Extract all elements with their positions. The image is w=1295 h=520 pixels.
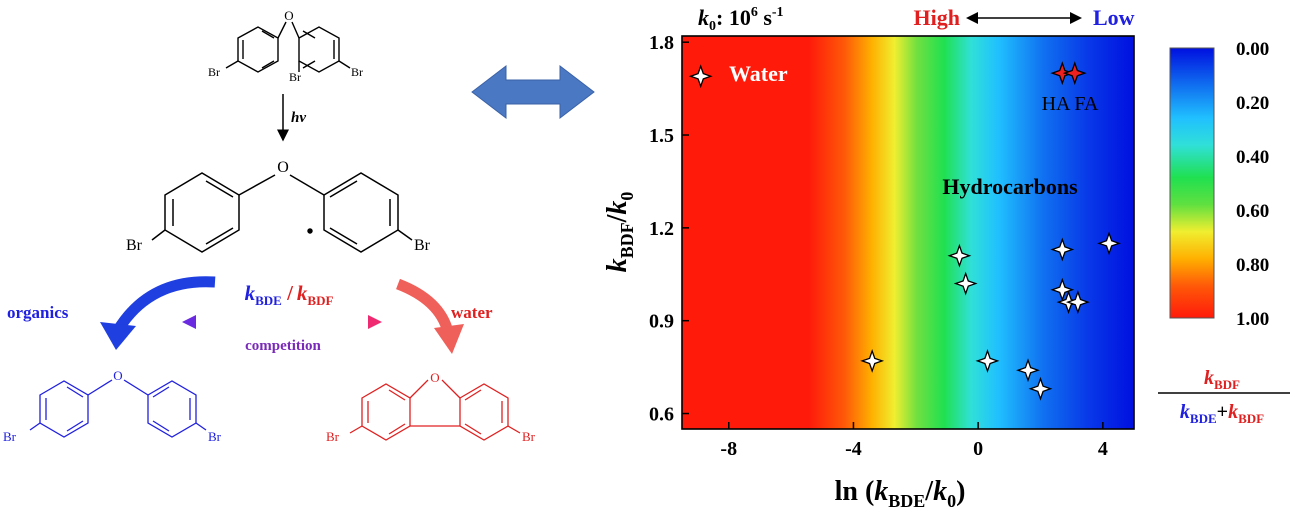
hydrocarbon-point	[975, 348, 1000, 373]
hydrocarbon-point	[1097, 231, 1122, 256]
hydrocarbon-point	[1050, 277, 1075, 302]
x-axis: -8 -4 0 4	[720, 422, 1108, 460]
radical-intermediate	[151, 172, 413, 253]
water-arrowhead	[434, 324, 464, 354]
x-tick-label: 4	[1098, 438, 1108, 460]
svg-text:kBDE+kBDF: kBDE+kBDF	[1180, 401, 1264, 426]
dibenzofuran-product	[349, 379, 521, 441]
hydrocarbon-point	[953, 271, 978, 296]
bromine-label: Br	[326, 429, 340, 444]
bromine-label: Br	[351, 65, 363, 79]
colorbar-tick-label: 0.40	[1236, 147, 1269, 168]
colorbar-tick-label: 0.60	[1236, 201, 1269, 222]
ha-fa-point	[1050, 61, 1075, 86]
organics-label: organics	[7, 303, 69, 322]
organics-pathway-arrow	[113, 276, 216, 333]
organics-arrowhead	[100, 322, 136, 350]
bromine-label: Br	[3, 429, 17, 444]
colorbar-tick-label: 0.00	[1236, 39, 1269, 60]
y-axis-title: kBDF/k0	[602, 192, 637, 273]
water-annotation: Water	[729, 61, 788, 86]
bromine-label: Br	[208, 65, 220, 79]
ha-fa-annotation: HA FA	[1042, 93, 1099, 115]
bromine-label: Br	[289, 70, 301, 84]
hydrocarbon-point	[1016, 358, 1040, 383]
bromine-label: Br	[414, 237, 431, 254]
colorbar	[1169, 47, 1215, 319]
rate-ratio-label: kBDE / kBDF	[245, 281, 334, 308]
oxygen-label: O	[430, 370, 439, 385]
oxygen-label: O	[113, 368, 122, 383]
hv-label: hv	[291, 110, 306, 126]
water-pathway-arrow	[395, 278, 454, 334]
bromine-label: Br	[126, 237, 143, 254]
k0-header: k0: 106 s-1	[698, 5, 784, 34]
hydrocarbon-point	[860, 348, 885, 373]
water-label: water	[451, 303, 493, 322]
y-tick-label: 1.2	[649, 218, 674, 240]
x-tick-label: -8	[720, 438, 737, 460]
x-tick-label: 0	[973, 438, 983, 460]
svg-text:kBDF: kBDF	[1204, 367, 1240, 392]
y-tick-label: 0.9	[649, 311, 674, 333]
oxygen-label: O	[284, 8, 293, 23]
hydrocarbon-point	[1065, 290, 1090, 315]
colorbar-ticks: 0.00 0.20 0.40 0.60 0.80 1.00	[1236, 39, 1269, 330]
bromine-label: Br	[522, 429, 536, 444]
x-tick-label: -4	[845, 438, 862, 460]
high-label: High	[914, 5, 960, 30]
debromination-product	[29, 379, 207, 438]
reaction-scheme: O Br Br Br hv O Br Br • kBDE / kBDF	[3, 8, 536, 444]
hydrocarbon-point	[947, 243, 972, 268]
reactant-molecule	[225, 21, 351, 73]
ha-fa-point	[1062, 61, 1087, 86]
colorbar-tick-label: 1.00	[1236, 309, 1269, 330]
oxygen-label: O	[277, 159, 289, 176]
water-point	[688, 64, 713, 89]
correspondence-arrow	[471, 64, 595, 120]
low-label: Low	[1093, 5, 1135, 30]
hydrocarbons-annotation: Hydrocarbons	[942, 174, 1078, 199]
competition-label: competition	[245, 338, 321, 354]
y-axis: 0.6 0.9 1.2 1.5 1.8	[649, 32, 689, 426]
bromine-label: Br	[208, 429, 222, 444]
hydrocarbon-point	[1028, 376, 1053, 401]
colorbar-title: kBDF kBDE+kBDF	[1158, 367, 1290, 426]
plot-frame	[681, 35, 1135, 430]
radical-dot: •	[306, 221, 313, 243]
y-tick-label: 1.5	[649, 125, 674, 147]
heatmap-surface	[682, 36, 1134, 429]
colorbar-tick-label: 0.80	[1236, 255, 1269, 276]
hydrocarbon-point	[1050, 237, 1075, 262]
colorbar-tick-label: 0.20	[1236, 93, 1269, 114]
y-tick-label: 0.6	[649, 404, 674, 426]
x-axis-title: ln (kBDE/k0)	[835, 476, 966, 511]
y-tick-label: 1.8	[649, 32, 674, 54]
data-points	[688, 61, 1122, 401]
heatmap-chart: k0: 106 s-1 High Low -8 -4 0 4 0.6 0.9 1.2 1.5…	[602, 5, 1290, 511]
